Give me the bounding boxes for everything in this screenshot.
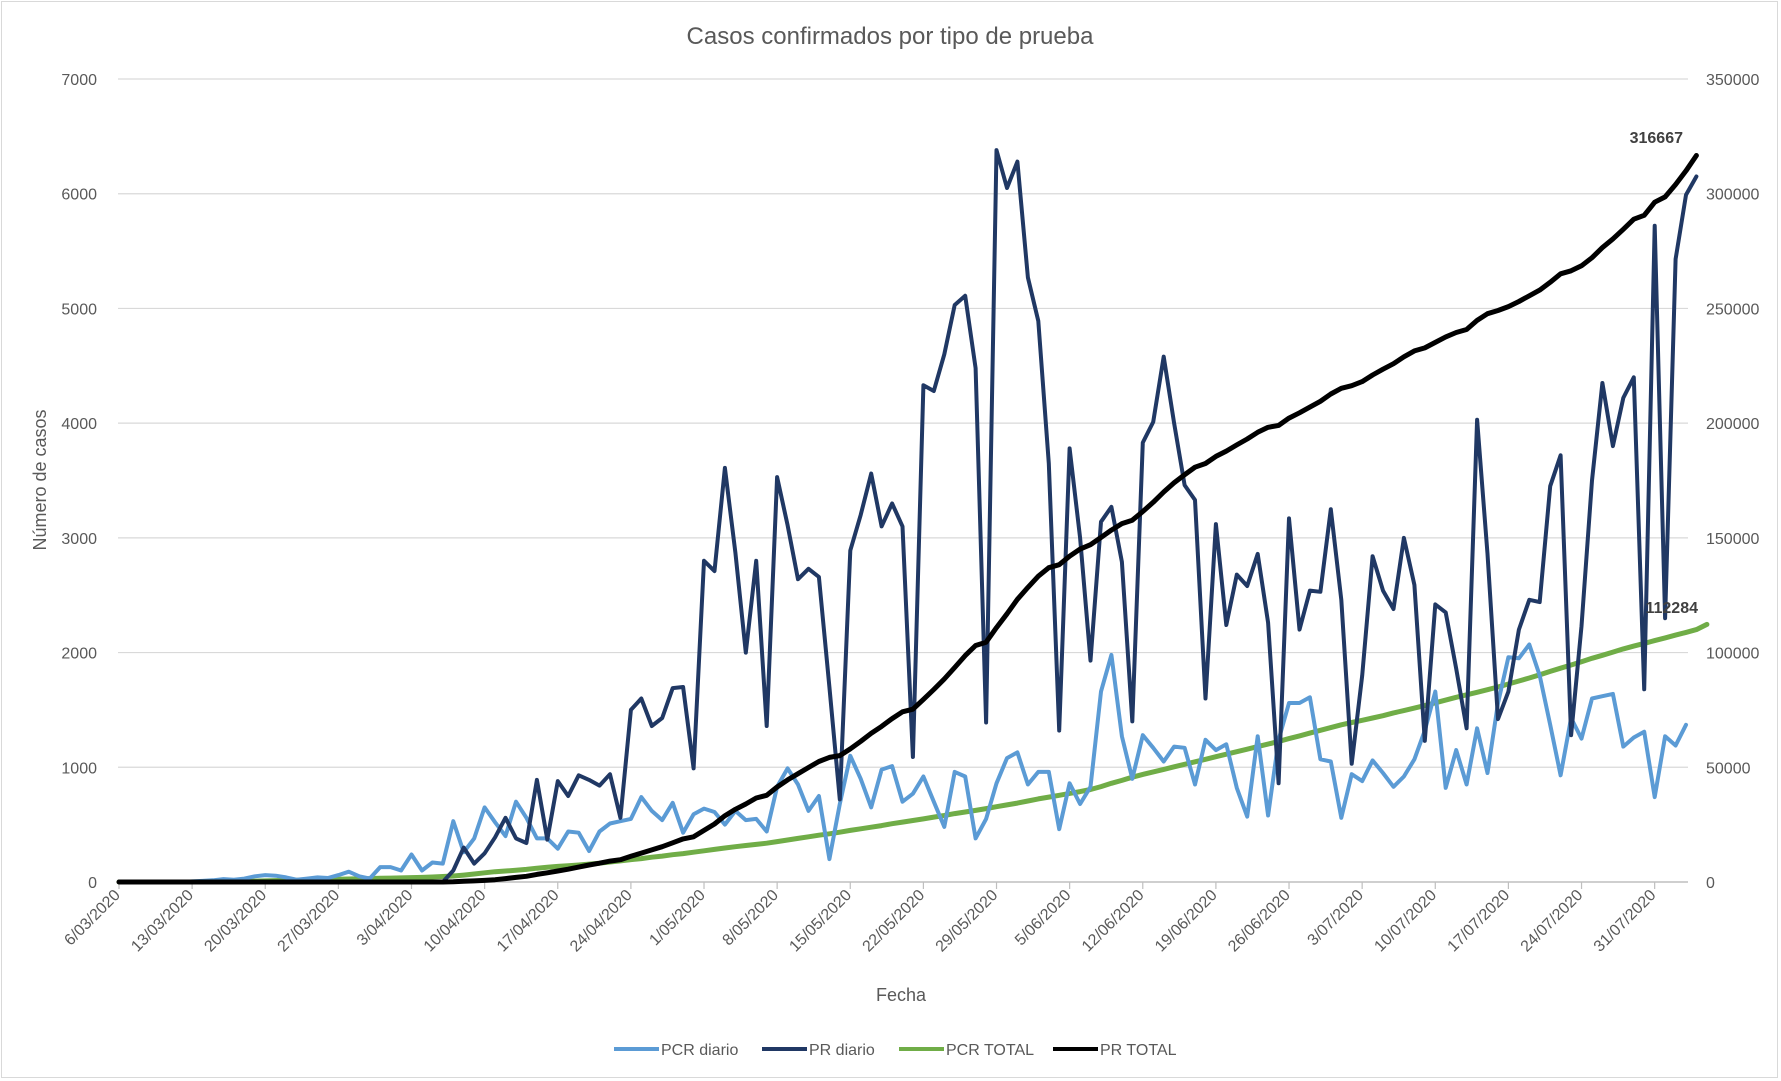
x-tick-label: 1/05/2020 — [646, 887, 708, 949]
series-lines — [116, 148, 1710, 885]
y-tick-label: 4000 — [61, 416, 97, 433]
chart-title: Casos confirmados por tipo de prueba — [687, 23, 1095, 50]
x-tick-label: 12/06/2020 — [1079, 887, 1148, 956]
x-tick-label: 20/03/2020 — [201, 887, 270, 956]
y-axis-left-ticks: 0 1000 2000 3000 4000 5000 6000 7000 — [61, 72, 97, 892]
x-tick-label: 8/05/2020 — [720, 887, 782, 949]
y-axis-right-ticks: 0 50000 100000 150000 200000 250000 300000 3500… — [1706, 72, 1759, 892]
x-tick-label: 27/03/2020 — [275, 887, 344, 956]
x-tick-label: 15/05/2020 — [786, 887, 855, 956]
x-tick-label: 13/03/2020 — [128, 887, 197, 956]
y-axis-title: Número de casos — [30, 409, 50, 550]
x-axis-title: Fecha — [876, 985, 927, 1005]
series-line-pcr-total — [116, 621, 1710, 885]
end-label-pcr-total: 112284 — [1645, 600, 1698, 617]
legend-label: PR TOTAL — [1100, 1042, 1177, 1059]
series-line-pr-total — [116, 153, 1699, 885]
y2-tick-label: 300000 — [1706, 187, 1759, 204]
y2-tick-label: 350000 — [1706, 72, 1759, 89]
x-tick-label: 19/06/2020 — [1152, 887, 1221, 956]
y-tick-label: 3000 — [61, 531, 97, 548]
y-tick-label: 1000 — [61, 760, 97, 777]
y-tick-label: 2000 — [61, 646, 97, 663]
y2-tick-label: 0 — [1706, 875, 1715, 892]
x-tick-label: 17/07/2020 — [1445, 887, 1514, 956]
x-tick-label: 17/04/2020 — [494, 887, 563, 956]
legend: PCR diario PR diario PCR TOTAL PR TOTAL — [614, 1042, 1177, 1059]
y-tick-label: 0 — [88, 875, 97, 892]
x-tick-label: 3/04/2020 — [354, 887, 416, 949]
series-line-pr-diario — [117, 148, 1699, 884]
x-tick-label: 24/07/2020 — [1518, 887, 1587, 956]
end-label-pr-total: 316667 — [1630, 130, 1683, 147]
y2-tick-label: 200000 — [1706, 416, 1759, 433]
gridlines — [118, 78, 1688, 768]
x-tick-label: 26/06/2020 — [1225, 887, 1294, 956]
y-tick-label: 6000 — [61, 187, 97, 204]
legend-label: PR diario — [809, 1042, 875, 1059]
x-tick-label: 10/07/2020 — [1371, 887, 1440, 956]
y2-tick-label: 250000 — [1706, 301, 1759, 318]
legend-label: PCR diario — [661, 1042, 738, 1059]
y2-tick-label: 150000 — [1706, 531, 1759, 548]
x-tick-label: 10/04/2020 — [421, 887, 490, 956]
series-line-pcr-diario — [117, 642, 1688, 884]
x-axis-ticks: 6/03/2020 13/03/2020 20/03/2020 27/03/2020 3… — [61, 882, 1660, 956]
legend-label: PCR TOTAL — [946, 1042, 1034, 1059]
x-tick-label: 29/05/2020 — [933, 887, 1002, 956]
y-tick-label: 5000 — [61, 301, 97, 318]
y2-tick-label: 50000 — [1706, 760, 1751, 777]
x-tick-label: 3/07/2020 — [1305, 887, 1367, 949]
x-tick-label: 31/07/2020 — [1591, 887, 1660, 956]
y2-tick-label: 100000 — [1706, 646, 1759, 663]
x-tick-label: 5/06/2020 — [1012, 887, 1074, 949]
x-tick-label: 22/05/2020 — [860, 887, 929, 956]
y-tick-label: 7000 — [61, 72, 97, 89]
x-tick-label: 6/03/2020 — [61, 887, 123, 949]
x-tick-label: 24/04/2020 — [567, 887, 636, 956]
